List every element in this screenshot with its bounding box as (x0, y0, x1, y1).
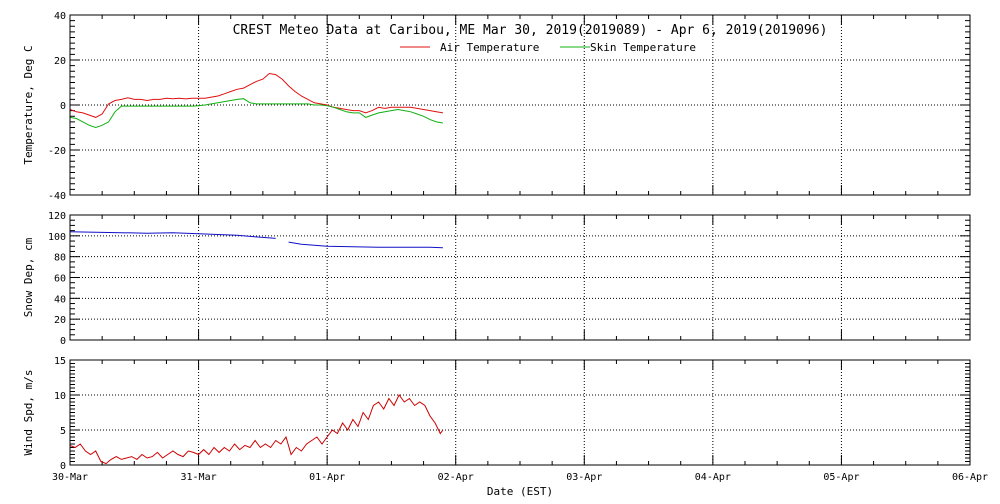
x-tick-label: 30-Mar (52, 472, 88, 483)
y-tick-label: 80 (54, 253, 66, 264)
plot-frame (69, 214, 971, 341)
x-tick-label: 04-Apr (695, 472, 731, 483)
skin-temperature-line (69, 98, 443, 129)
y-tick-label: -40 (48, 191, 66, 202)
wind-speed-panel: 0 5 10 15 Wind Spd, m/s (22, 356, 971, 472)
x-tick-label: 02-Apr (438, 472, 474, 483)
y-tick-label: 5 (60, 426, 66, 437)
temperature-legend: Air Temperature Skin Temperature (400, 41, 696, 54)
y-tick-label: 100 (48, 232, 66, 243)
y-tick-label: 20 (54, 315, 66, 326)
plot-frame (69, 14, 971, 196)
y-tick-label: 120 (48, 211, 66, 222)
y-tick-label: 20 (54, 56, 66, 67)
x-tick-label: 05-Apr (823, 472, 859, 483)
snow-depth-line (69, 231, 443, 249)
air-temperature-line (69, 72, 443, 118)
chart-title: CREST Meteo Data at Caribou, ME Mar 30, … (233, 23, 828, 38)
wind-speed-line (69, 394, 444, 465)
y-tick-label: 60 (54, 274, 66, 285)
temperature-panel: -40 -20 0 20 40 Temperature, Deg C (22, 11, 971, 202)
x-axis-title: Date (EST) (487, 485, 553, 498)
y-tick-label: 0 (60, 336, 66, 347)
y-axis-title: Snow Dep, cm (22, 237, 35, 317)
y-tick-label: 10 (54, 391, 66, 402)
plot-frame (69, 359, 971, 466)
y-tick-label: 0 (60, 101, 66, 112)
x-tick-label: 01-Apr (309, 472, 345, 483)
y-tick-label: 15 (54, 356, 66, 367)
x-tick-label: 06-Apr (952, 472, 988, 483)
y-axis-title: Wind Spd, m/s (22, 369, 35, 455)
y-tick-label: 40 (54, 294, 66, 305)
y-tick-label: 40 (54, 11, 66, 22)
skin-temperature-legend-label: Skin Temperature (590, 41, 696, 54)
snow-depth-panel: 0 20 40 60 80 100 120 Snow Dep, cm (22, 211, 971, 347)
x-tick-label: 03-Apr (566, 472, 602, 483)
x-tick-label: 31-Mar (181, 472, 217, 483)
y-tick-label: -20 (48, 146, 66, 157)
air-temperature-legend-label: Air Temperature (440, 41, 539, 54)
y-axis-title: Temperature, Deg C (22, 45, 35, 164)
y-tick-label: 0 (60, 461, 66, 472)
